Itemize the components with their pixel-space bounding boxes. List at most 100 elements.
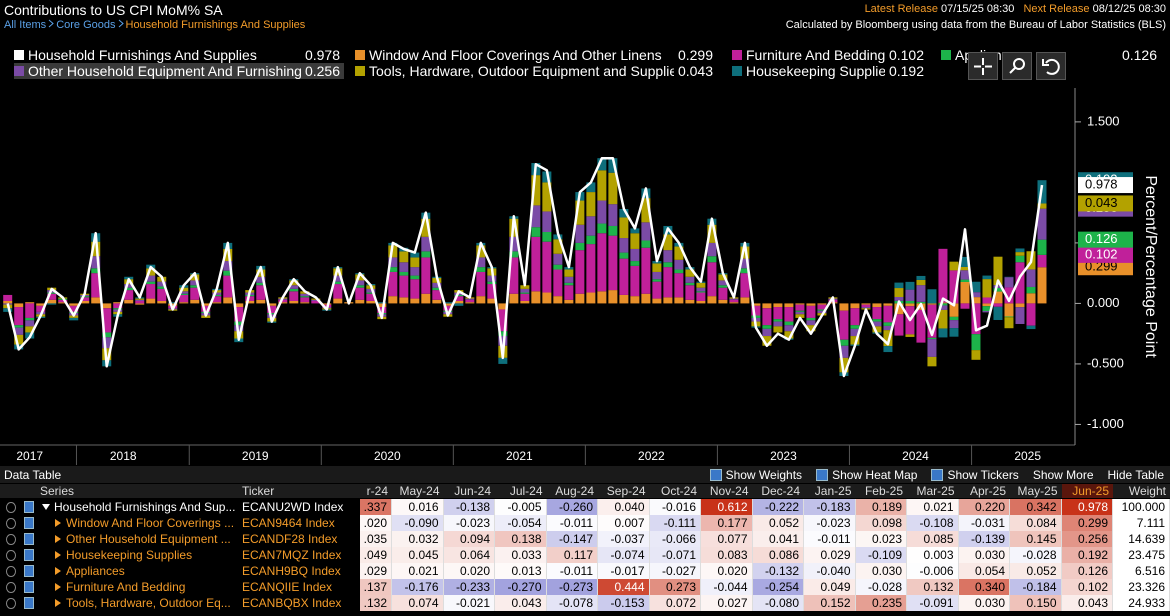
checkbox[interactable]	[23, 581, 34, 593]
next-date: 08/12/25 08:30	[1092, 3, 1166, 15]
column-header[interactable]: r-24	[360, 484, 392, 498]
column-header[interactable]: Mar-25	[907, 484, 959, 498]
expand-arrow[interactable]	[54, 567, 62, 575]
series-name[interactable]: Appliances	[38, 563, 240, 579]
series-name[interactable]: Other Household Equipment ...	[38, 531, 240, 547]
bar-segment	[1015, 252, 1025, 256]
table-control[interactable]: Show Tickers	[931, 468, 1019, 482]
column-header[interactable]: May-24	[392, 484, 444, 498]
reset-button[interactable]	[1036, 52, 1066, 80]
bar-segment	[498, 357, 508, 364]
value-cell: 0.040	[598, 499, 650, 515]
ticker[interactable]: ECANU2WD Index	[240, 499, 360, 515]
ticker[interactable]: ECAN9464 Index	[240, 515, 360, 531]
bar-segment	[520, 288, 530, 293]
table-control[interactable]: Show Heat Map	[816, 468, 917, 482]
column-header[interactable]: Jan-25	[804, 484, 856, 498]
column-header[interactable]: Jul-24	[495, 484, 547, 498]
ticker[interactable]: ECANQIIE Index	[240, 579, 360, 595]
column-header[interactable]: Sep-24	[598, 484, 650, 498]
table-control[interactable]: Hide Table	[1108, 468, 1164, 482]
row-icons[interactable]	[0, 499, 38, 515]
ticker[interactable]: ECANH9BQ Index	[240, 563, 360, 579]
column-header[interactable]: Ticker	[240, 484, 360, 498]
column-header[interactable]: Oct-24	[649, 484, 701, 498]
value-cell: 0.043	[1061, 595, 1113, 611]
bar-segment	[355, 299, 365, 304]
legend-item[interactable]: Window And Floor Coverings And Other Lin…	[355, 47, 717, 63]
breadcrumb[interactable]: Core Goods	[56, 19, 116, 31]
expand-arrow[interactable]	[54, 551, 62, 559]
ticker[interactable]: ECANDF28 Index	[240, 531, 360, 547]
legend-item[interactable]: Household Furnishings And Supplies 0.978	[14, 47, 344, 63]
bar-segment	[124, 299, 134, 304]
bar-segment	[234, 325, 244, 332]
ticker[interactable]: ECANBQBX Index	[240, 595, 360, 611]
series-name[interactable]: Tools, Hardware, Outdoor Eq...	[38, 595, 240, 611]
legend-item[interactable]: Furniture And Bedding 0.102	[732, 47, 928, 63]
zoom-button[interactable]	[1002, 52, 1032, 80]
column-header[interactable]: Dec-24	[752, 484, 804, 498]
value-cell: .020	[360, 515, 392, 531]
column-header[interactable]: Series	[38, 484, 240, 498]
bar-segment	[740, 268, 750, 274]
column-header[interactable]: Jun-25	[1061, 484, 1113, 498]
control-label: Show Weights	[725, 468, 803, 482]
legend-item[interactable]: Housekeeping Supplies 0.192	[732, 63, 928, 79]
bar-segment	[630, 261, 640, 266]
bar-segment	[652, 271, 662, 280]
checkbox[interactable]	[23, 565, 34, 577]
legend-swatch	[732, 66, 742, 76]
ticker[interactable]: ECAN7MQZ Index	[240, 547, 360, 563]
title: Contributions to US CPI MoM% SA	[4, 2, 223, 18]
column-header[interactable]: Jun-24	[443, 484, 495, 498]
column-header[interactable]: Nov-24	[701, 484, 753, 498]
expand-arrow[interactable]	[54, 583, 62, 591]
expand-arrow[interactable]	[54, 535, 62, 543]
series-name[interactable]: Household Furnishings And Sup...	[38, 499, 240, 515]
checkbox[interactable]	[23, 501, 34, 513]
value-cell: -0.153	[598, 595, 650, 611]
legend-item[interactable]: Tools, Hardware, Outdoor Equipment and S…	[355, 63, 717, 79]
column-header[interactable]: Feb-25	[855, 484, 907, 498]
checkbox[interactable]	[931, 469, 944, 481]
column-header[interactable]: Weight	[1113, 484, 1170, 498]
bar-segment	[36, 303, 46, 306]
value-cell: 0.054	[958, 563, 1010, 579]
legend-item[interactable]: Other Household Equipment And Furnishing…	[14, 63, 344, 79]
value-cell: 0.033	[495, 547, 547, 563]
crosshair-button[interactable]	[968, 52, 998, 80]
row-icons[interactable]	[0, 547, 38, 563]
legend-value: 0.043	[677, 63, 713, 79]
bar-segment	[817, 304, 827, 310]
latest-date: 07/15/25 08:30	[941, 3, 1015, 15]
row-icons[interactable]	[0, 563, 38, 579]
series-name[interactable]: Furniture And Bedding	[38, 579, 240, 595]
column-header[interactable]: May-25	[1010, 484, 1062, 498]
checkbox[interactable]	[23, 597, 34, 609]
expand-arrow[interactable]	[42, 503, 50, 511]
series-name[interactable]: Window And Floor Coverings ...	[38, 515, 240, 531]
checkbox[interactable]	[709, 469, 722, 481]
row-icons[interactable]	[0, 595, 38, 611]
checkbox[interactable]	[23, 533, 34, 545]
expand-arrow[interactable]	[54, 519, 62, 527]
bar-segment	[410, 275, 420, 280]
bar-segment	[421, 251, 431, 258]
checkbox[interactable]	[23, 517, 34, 529]
checkbox[interactable]	[816, 469, 829, 481]
row-icons[interactable]	[0, 531, 38, 547]
row-icons[interactable]	[0, 515, 38, 531]
value-cell: 0.094	[443, 531, 495, 547]
row-icons[interactable]	[0, 579, 38, 595]
series-name[interactable]: Housekeeping Supplies	[38, 547, 240, 563]
expand-arrow[interactable]	[54, 599, 62, 607]
table-control[interactable]: Show Weights	[709, 468, 803, 482]
table-control[interactable]: Show More	[1033, 468, 1094, 482]
column-header[interactable]: Aug-24	[546, 484, 598, 498]
breadcrumb[interactable]: Household Furnishings And Supplies	[125, 19, 306, 31]
bar-segment	[542, 182, 552, 212]
checkbox[interactable]	[23, 549, 34, 561]
breadcrumb[interactable]: All Items	[4, 19, 47, 31]
column-header[interactable]: Apr-25	[958, 484, 1010, 498]
